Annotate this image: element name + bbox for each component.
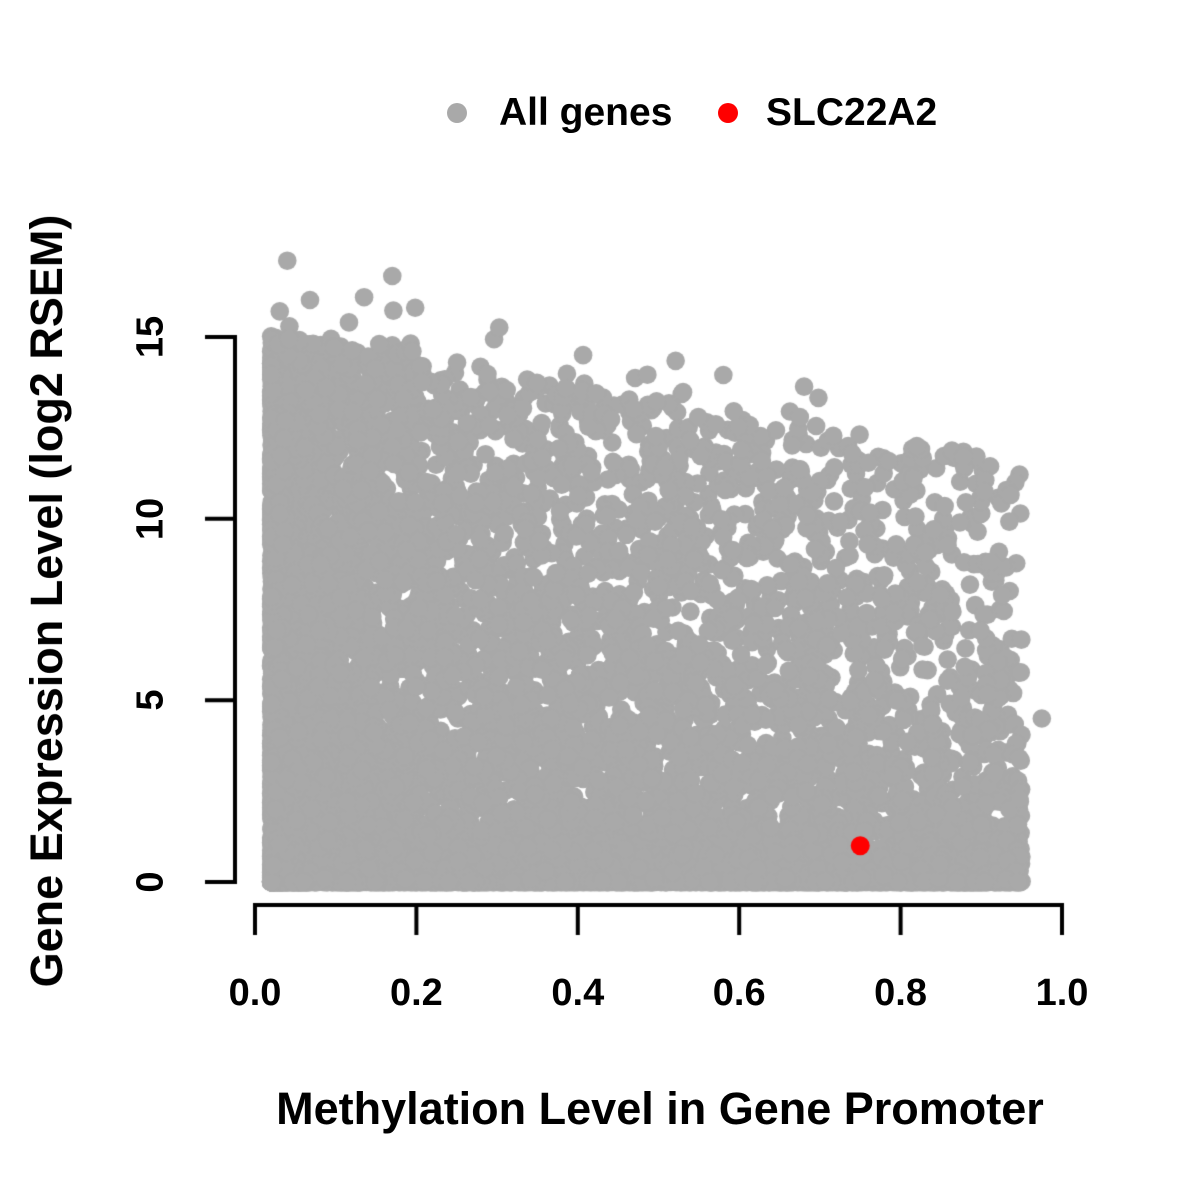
y-axis-title: Gene Expression Level (log2 RSEM) (21, 214, 72, 988)
x-tick-label: 0.0 (228, 972, 282, 1014)
x-tick-label: 0.2 (389, 972, 443, 1014)
all-genes-legend-marker-icon (447, 103, 467, 123)
x-tick-label: 1.0 (1035, 972, 1089, 1014)
slc22a2-legend-marker-icon (718, 103, 738, 123)
x-tick-label: 0.6 (712, 972, 766, 1014)
legend-label-slc22a2: SLC22A2 (766, 91, 938, 134)
x-tick-label: 0.8 (874, 972, 927, 1014)
y-tick-label: 5 (129, 689, 172, 711)
x-tick-label: 0.4 (551, 972, 605, 1014)
legend-label-all-genes: All genes (499, 91, 673, 134)
x-axis-title: Methylation Level in Gene Promoter (276, 1083, 1044, 1134)
y-tick-label: 0 (129, 871, 172, 893)
y-tick-label: 15 (129, 315, 172, 359)
y-tick-label: 10 (129, 497, 172, 540)
